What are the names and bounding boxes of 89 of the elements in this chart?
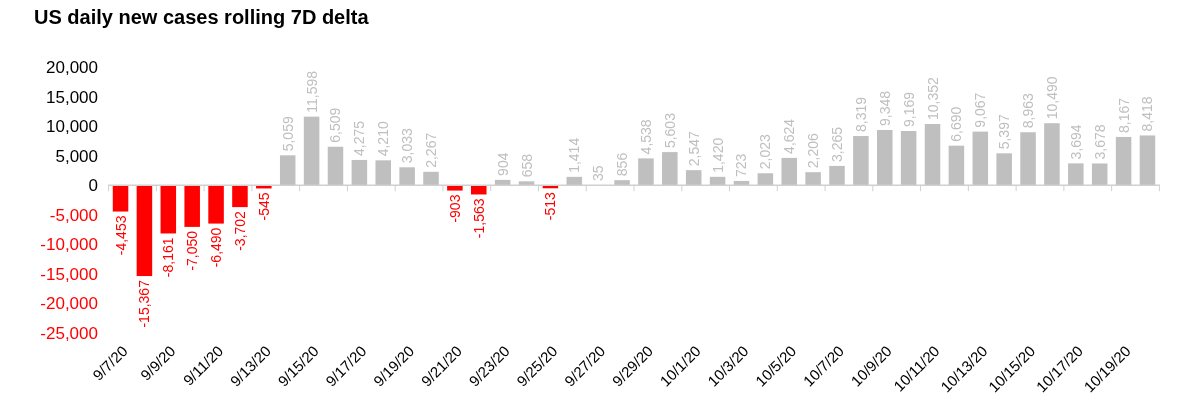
- data-label: -6,490: [208, 227, 225, 268]
- bar: [184, 185, 200, 227]
- data-label: -4,453: [112, 215, 129, 256]
- bar: [112, 185, 129, 212]
- bar: [685, 170, 702, 186]
- data-label: 2,206: [805, 132, 822, 169]
- bar: [972, 131, 989, 186]
- bar: [375, 160, 391, 186]
- data-label: 6,690: [948, 106, 965, 142]
- bar: [232, 185, 248, 208]
- data-label: 4,275: [351, 120, 368, 156]
- y-tick-label: 20,000: [46, 57, 98, 77]
- bar: [1020, 132, 1036, 186]
- data-label: 6,509: [327, 107, 344, 143]
- bar: [208, 185, 224, 224]
- data-label: 2,023: [757, 134, 774, 170]
- bar: [327, 146, 344, 186]
- data-label: 2,547: [685, 130, 702, 167]
- bar: [853, 136, 869, 186]
- data-label: 9,348: [876, 90, 893, 126]
- chart-title: US daily new cases rolling 7D delta: [34, 6, 370, 28]
- bar: [1139, 135, 1156, 186]
- bar: [303, 116, 320, 186]
- bar: [279, 155, 296, 186]
- data-label: 8,963: [1020, 92, 1037, 129]
- data-label: 5,603: [661, 112, 678, 149]
- data-label: 723: [733, 153, 750, 177]
- bar: [160, 185, 177, 234]
- bar: [948, 145, 965, 186]
- data-label: -8,161: [160, 237, 177, 278]
- bar: [1115, 136, 1132, 186]
- bar: [662, 152, 678, 186]
- y-tick-label: 5,000: [55, 146, 98, 166]
- bar: [996, 153, 1012, 186]
- y-tick-label: -15,000: [40, 264, 98, 284]
- bar: [877, 129, 893, 186]
- data-label: -7,050: [184, 230, 201, 271]
- bar: [399, 167, 415, 186]
- data-label: 1,420: [709, 137, 726, 173]
- data-label: 5,059: [279, 116, 296, 152]
- data-label: 8,319: [852, 96, 869, 133]
- data-label: 8,418: [1139, 96, 1156, 132]
- data-label: 35: [590, 165, 607, 182]
- bar: [1091, 163, 1108, 186]
- y-tick-label: -20,000: [40, 294, 98, 314]
- bar: [924, 124, 941, 186]
- y-tick-label: 10,000: [46, 117, 98, 137]
- y-tick-label: -10,000: [40, 235, 98, 255]
- y-tick-label: 0: [88, 176, 98, 196]
- y-tick-label: -25,000: [40, 323, 98, 343]
- bar: [829, 165, 845, 186]
- data-label: 856: [614, 152, 631, 177]
- bar: [1044, 123, 1060, 186]
- data-label: 1,414: [566, 137, 583, 173]
- data-label: 4,210: [375, 121, 392, 157]
- data-label: 3,265: [829, 126, 845, 162]
- bar: [805, 172, 821, 186]
- data-label: 904: [494, 152, 511, 176]
- data-label: -545: [255, 192, 272, 221]
- data-label: 11,598: [303, 70, 320, 113]
- data-label: -3,702: [231, 210, 248, 251]
- data-label: 658: [518, 153, 535, 178]
- bar: [423, 171, 439, 186]
- bar: [1068, 163, 1084, 186]
- data-label: -15,367: [136, 279, 153, 328]
- data-label: 9,169: [900, 91, 917, 128]
- data-label: 2,267: [423, 132, 439, 168]
- data-label: 8,167: [1115, 97, 1132, 133]
- data-label: -1,563: [470, 198, 487, 239]
- bar: [638, 158, 654, 186]
- data-label: 4,624: [781, 118, 798, 154]
- data-label: 5,397: [996, 114, 1013, 150]
- data-label: 3,033: [399, 128, 416, 164]
- y-tick-label: 15,000: [46, 87, 98, 107]
- bar: [136, 185, 153, 277]
- data-label: 3,694: [1067, 124, 1084, 160]
- bar: [351, 159, 368, 186]
- data-label: -513: [542, 192, 559, 221]
- data-label: 10,490: [1043, 76, 1060, 120]
- bar: [447, 185, 463, 191]
- data-label: -903: [446, 194, 463, 223]
- bar: [781, 157, 797, 186]
- data-label: 3,678: [1091, 124, 1108, 160]
- bar: [471, 185, 487, 195]
- data-label: 4,538: [637, 119, 654, 155]
- data-label: 9,067: [972, 92, 989, 128]
- y-tick-label: -5,000: [49, 205, 98, 225]
- data-label: 10,352: [924, 77, 941, 121]
- bar: [900, 131, 917, 186]
